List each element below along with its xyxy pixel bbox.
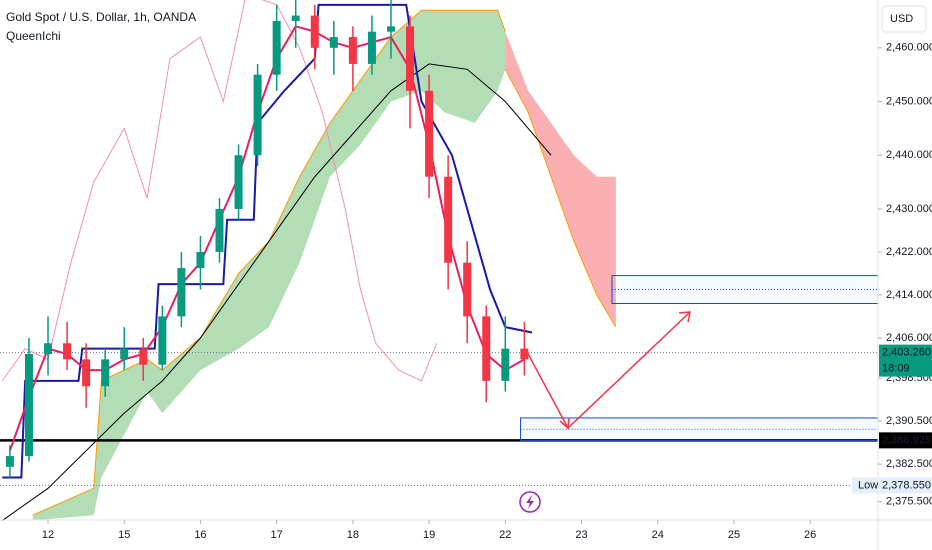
candle-body: [234, 155, 243, 209]
indicator-line: [8, 25, 525, 452]
y-tick-label: 2,430.000: [886, 203, 932, 215]
x-tick-label: 12: [42, 529, 54, 541]
candle-body: [463, 262, 472, 317]
candle-body: [82, 359, 91, 387]
candle-body: [253, 74, 262, 156]
price-label: 2,403.260: [882, 347, 931, 359]
y-tick-label: 2,460.000: [886, 42, 932, 54]
y-tick-label: 2,440.000: [886, 149, 932, 161]
span-a-line: [504, 69, 617, 328]
x-tick-label: 15: [118, 529, 130, 541]
candle-body: [444, 176, 453, 263]
plot-area: [0, 0, 879, 521]
candle-body: [406, 26, 415, 91]
price-label-bg: [879, 432, 932, 449]
x-tick-label: 26: [804, 529, 816, 541]
price-label: 2,378.550: [882, 479, 931, 491]
y-tick-label: 2,390.500: [886, 415, 932, 427]
chart-title: Gold Spot / U.S. Dollar, 1h, OANDA: [6, 10, 196, 24]
x-tick-label: 16: [194, 529, 206, 541]
x-tick-label: 22: [499, 529, 511, 541]
price-label-bg: [879, 477, 932, 494]
candle-body: [310, 15, 319, 48]
indicator-line: [1, 63, 552, 521]
candle-body: [425, 90, 434, 177]
y-tick-label: 2,375.500: [886, 496, 932, 508]
candle-body: [329, 37, 338, 48]
candle-body: [272, 20, 281, 75]
candle-body: [367, 31, 376, 64]
candle-body: [5, 456, 14, 467]
axes: 2,460.000 2,450.000 2,440.000 2,430.000 2,42…: [42, 42, 932, 541]
candle-body: [177, 268, 186, 317]
y-tick-label: 2,406.000: [886, 332, 932, 344]
price-label: 2,386.925: [882, 434, 931, 446]
candle-body: [291, 15, 300, 21]
indicator-line: [1, 0, 438, 382]
indicator-name: QueenIchi: [6, 29, 61, 43]
currency-box[interactable]: [881, 5, 927, 33]
x-tick-label: 19: [423, 529, 435, 541]
candle-body: [101, 359, 110, 387]
candle-body: [24, 354, 33, 457]
x-tick-label: 25: [728, 529, 740, 541]
projection-arrows: [526, 311, 691, 430]
candle-body: [63, 343, 72, 360]
candle-body: [348, 37, 357, 64]
candle-body: [520, 348, 529, 360]
candle-body: [482, 316, 491, 381]
tag-label: Low: [858, 479, 878, 491]
candle-body: [120, 348, 129, 360]
candle-body: [386, 26, 395, 32]
currency: USD: [890, 13, 913, 25]
y-tick-label: 2,414.000: [886, 289, 932, 301]
arrow-head: [559, 417, 570, 430]
lightning-icon[interactable]: [519, 491, 541, 513]
x-tick-label: 23: [575, 529, 587, 541]
y-tick-label: 2,422.000: [886, 246, 932, 258]
candle-body: [501, 348, 510, 381]
ichimoku-cloud: [32, 10, 506, 521]
candle-body: [139, 348, 148, 365]
x-tick-label: 18: [347, 529, 359, 541]
x-tick-label: 24: [652, 529, 664, 541]
price-label-bg: [879, 344, 932, 377]
candle-body: [196, 251, 205, 269]
countdown: 18:09: [882, 363, 910, 375]
x-tick-label: 17: [271, 529, 283, 541]
candle-body: [44, 343, 53, 355]
y-tick-label: 2,382.500: [886, 458, 932, 470]
span-a-line: [32, 9, 506, 516]
arrow-head: [678, 311, 691, 323]
ichimoku-cloud: [505, 31, 616, 328]
tag-bg: [852, 477, 878, 494]
candle-body: [158, 316, 167, 365]
y-tick-label: 2,450.000: [886, 95, 932, 107]
candle-body: [215, 208, 224, 252]
